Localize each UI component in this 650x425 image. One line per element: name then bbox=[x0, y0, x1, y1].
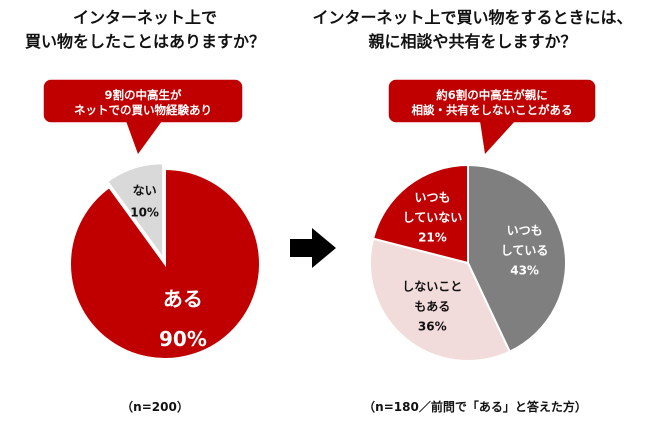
left-pie-slice-0-label-1: 90% bbox=[159, 327, 207, 351]
arrow-right-icon bbox=[290, 228, 336, 268]
left-pie-slice-1-label-0: ない bbox=[133, 183, 157, 197]
left-pie-slice-0 bbox=[69, 167, 261, 360]
right-chart-title: インターネット上で買い物をするときには、 親に相談や共有をしますか？ bbox=[300, 6, 645, 54]
left-title-line2: 買い物をしたことはありますか？ bbox=[24, 32, 265, 51]
left-callout-text: 9割の中高生が ネットでの買い物経験あり bbox=[43, 88, 243, 118]
left-title-line1: インターネット上で bbox=[72, 8, 217, 27]
left-chart-title: インターネット上で 買い物をしたことはありますか？ bbox=[20, 6, 270, 54]
right-pie-slice-2-label-0: いつも bbox=[414, 190, 450, 204]
left-callout-line2: ネットでの買い物経験あり bbox=[74, 103, 212, 117]
right-pie-slice-2 bbox=[371, 163, 469, 265]
right-pie-slice-0-label-0: いつも bbox=[507, 224, 543, 238]
right-pie-slice-1-label-1: もある bbox=[414, 299, 450, 313]
right-callout-line1: 約6割の中高生が親に bbox=[436, 88, 548, 102]
right-pie-slice-1-label-0: しないこと bbox=[402, 279, 462, 293]
right-callout-bubble bbox=[387, 78, 597, 154]
right-pie-slice-1 bbox=[369, 237, 512, 362]
right-pie-slice-1-label-2: 36% bbox=[418, 319, 447, 333]
left-pie-slice-1-label-1: 10% bbox=[130, 205, 159, 219]
right-pie-slice-2-label-1: していない bbox=[403, 210, 463, 224]
right-sample-note: （n=180／前問で「ある」と答えた方） bbox=[363, 400, 587, 414]
left-pie-chart: ある 90% ない 10% bbox=[69, 162, 261, 360]
right-pie-slice-0 bbox=[467, 163, 567, 354]
right-callout-text: 約6割の中高生が親に 相談・共有をしないことがある bbox=[388, 88, 596, 118]
right-title-line2: 親に相談や共有をしますか？ bbox=[368, 32, 577, 51]
left-pie-slice-0-label-0: ある bbox=[163, 287, 203, 311]
right-callout-line2: 相談・共有をしないことがある bbox=[411, 103, 573, 117]
left-pie-slice-1 bbox=[105, 162, 165, 262]
right-pie-slice-2-label-2: 21% bbox=[418, 230, 447, 244]
right-pie-slice-0-label-2: 43% bbox=[510, 264, 539, 278]
left-callout-bubble bbox=[42, 78, 244, 154]
left-sample-note: （n=200） bbox=[121, 400, 189, 414]
right-pie-slice-0-label-1: している bbox=[501, 244, 549, 258]
left-callout-line1: 9割の中高生が bbox=[104, 88, 182, 102]
right-title-line1: インターネット上で買い物をするときには、 bbox=[312, 8, 633, 27]
